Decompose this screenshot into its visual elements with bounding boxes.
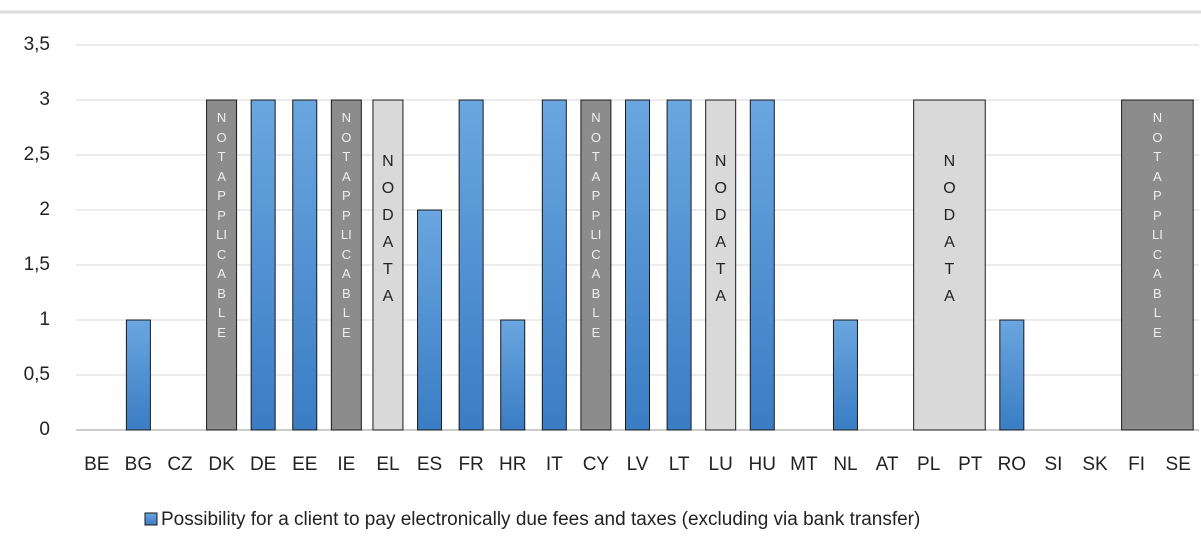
y-tick-label: 2	[39, 199, 50, 220]
x-tick-label: ES	[417, 454, 442, 475]
x-tick-label: FR	[458, 454, 483, 475]
bar	[749, 99, 775, 431]
y-tick-label: 2,5	[24, 144, 50, 165]
legend-label: Possibility for a client to pay electron…	[161, 509, 920, 530]
annotation-text-box: NO DATA	[943, 153, 961, 305]
x-tick-label: BG	[125, 454, 152, 475]
annotation-box	[206, 99, 238, 431]
annotation-box	[913, 99, 986, 431]
annotation-text-box: NOT APPLICABLE	[590, 110, 603, 340]
annotation-text: NO DATA	[943, 153, 961, 305]
y-tick-label: 0,5	[24, 364, 50, 385]
legend-swatch	[144, 512, 158, 526]
bar	[500, 319, 526, 431]
x-tick-label: SK	[1082, 454, 1108, 475]
bar	[666, 99, 692, 431]
bar	[832, 319, 858, 431]
annotation-box	[580, 99, 612, 431]
x-tick-label: HR	[499, 454, 526, 475]
x-tick-label: CZ	[167, 454, 193, 475]
bar	[625, 99, 650, 431]
annotation-text: NO DATA	[381, 153, 399, 305]
y-tick-label: 3,5	[24, 34, 50, 55]
annotation-text: NOT APPLICABLE	[590, 110, 603, 340]
annotation-text-box: NO DATA	[381, 153, 399, 305]
x-tick-label: PL	[917, 454, 940, 475]
annotation-box	[330, 99, 362, 431]
x-tick-label: LT	[669, 454, 690, 475]
x-tick-label: AT	[876, 454, 899, 475]
x-tick-label: HU	[749, 454, 776, 475]
x-tick-label: DK	[208, 454, 235, 475]
y-tick-label: 1	[39, 309, 50, 330]
y-tick-label: 1,5	[24, 254, 50, 275]
x-tick-label: SI	[1044, 454, 1062, 475]
y-tick-label: 0	[39, 419, 50, 440]
x-tick-label: BE	[84, 454, 109, 475]
x-tick-label: CY	[583, 454, 610, 475]
x-tick-label: MT	[790, 454, 818, 475]
annotation-text: NOT APPLICABLE	[340, 110, 354, 340]
bar	[417, 209, 443, 431]
x-tick-label: FI	[1128, 454, 1145, 475]
annotation-box	[1121, 99, 1194, 431]
x-tick-label: LU	[709, 454, 733, 475]
bar	[458, 99, 484, 431]
annotation-text-box: NOT APPLICABLE	[216, 110, 229, 340]
x-tick-label: IT	[546, 454, 563, 475]
annotation-box	[372, 99, 404, 431]
x-tick-label: EE	[292, 454, 317, 475]
x-tick-label: IE	[337, 454, 355, 475]
x-tick-label: DE	[250, 454, 276, 475]
bar	[292, 99, 318, 431]
annotation-text: NO DATA	[714, 153, 732, 305]
annotation-box	[705, 99, 737, 431]
bar	[541, 99, 567, 431]
x-tick-label: PT	[958, 454, 983, 475]
bar	[250, 99, 276, 431]
x-tick-label: RO	[998, 454, 1027, 475]
annotation-text: NOT APPLICABLE	[216, 110, 229, 340]
annotation-text-box: NO DATA	[714, 153, 732, 305]
bar	[999, 319, 1025, 431]
annotation-text: NOT APPLICABLE	[1151, 110, 1165, 340]
x-tick-label: LV	[627, 454, 649, 475]
x-tick-label: NL	[833, 454, 857, 475]
x-tick-label: EL	[376, 454, 399, 475]
bar	[125, 319, 151, 431]
x-tick-label: SE	[1166, 454, 1191, 475]
annotation-text-box: NOT APPLICABLE	[340, 110, 354, 340]
annotation-text-box: NOT APPLICABLE	[1151, 110, 1165, 340]
y-tick-label: 3	[39, 89, 50, 110]
